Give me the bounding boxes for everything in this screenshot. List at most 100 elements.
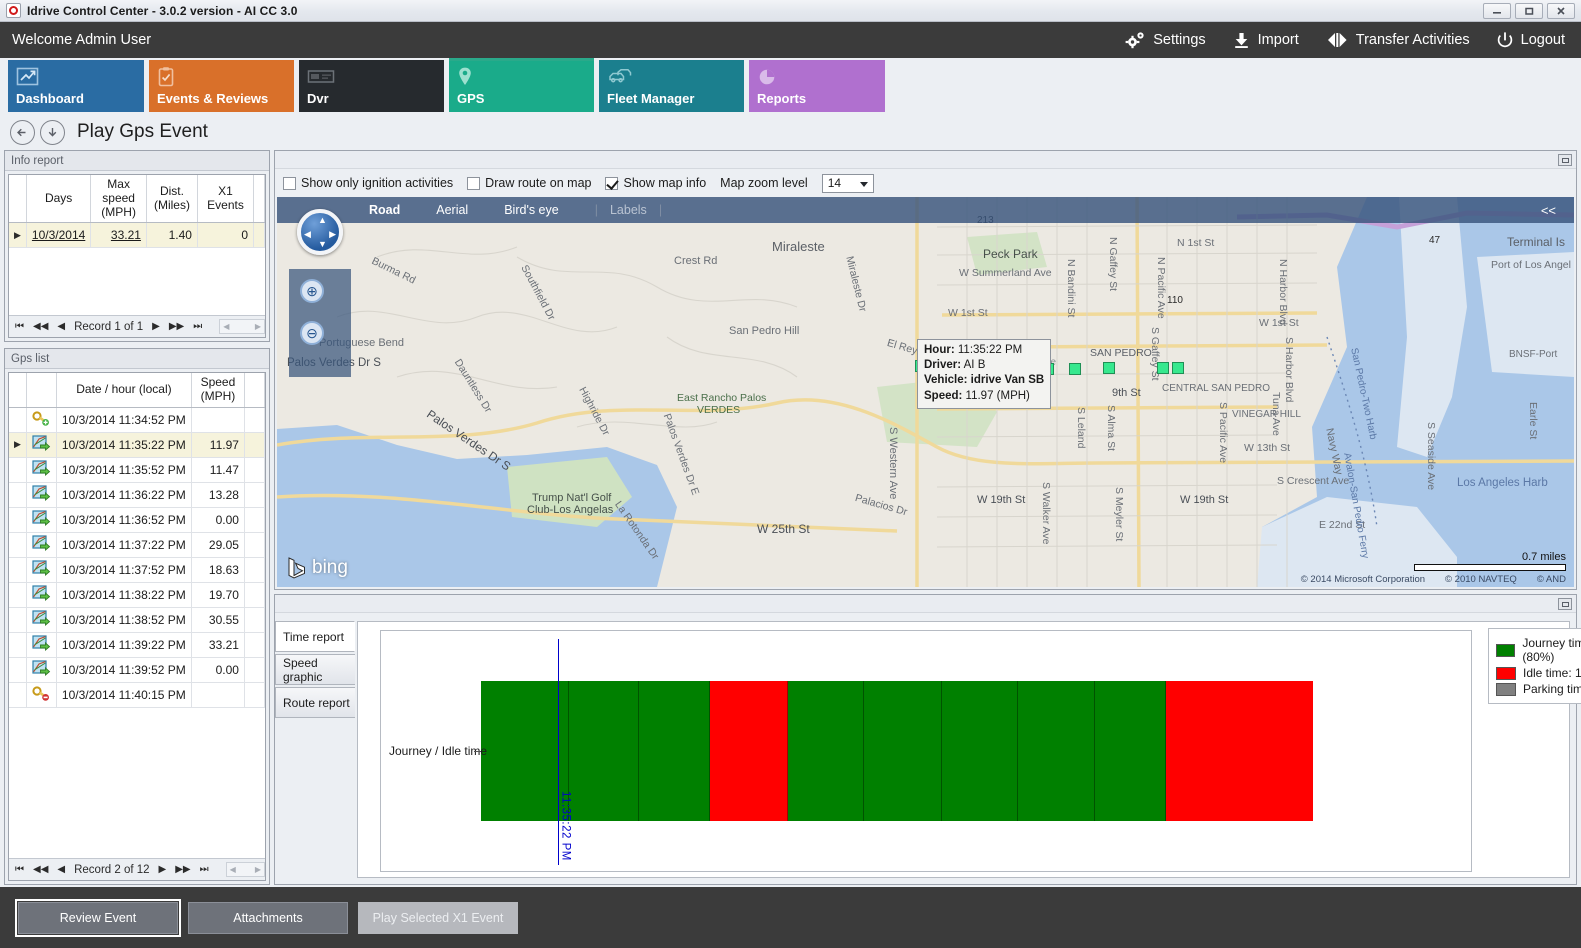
table-row[interactable]: ▶ 10/3/2014 33.21 1.40 0 [9, 222, 265, 249]
info-report-col-x1-events[interactable]: X1 Events [197, 175, 255, 224]
table-row[interactable]: 10/3/2014 11:39:52 PM 0.00 [9, 657, 265, 683]
nav-tab-gps[interactable]: GPS [449, 58, 594, 112]
info-report-hscrollbar[interactable]: ◀ ▶ [219, 319, 265, 334]
attachments-button[interactable]: Attachments [188, 901, 348, 934]
show-only-ignition-checkbox[interactable]: Show only ignition activities [283, 176, 453, 190]
info-report-col-days[interactable]: Days [26, 175, 92, 224]
next-page-button[interactable]: ▶▶ [168, 321, 185, 332]
info-report-col-dist[interactable]: Dist. (Miles) [146, 175, 198, 224]
map-attribution-navteq: © 2010 NAVTEQ [1445, 574, 1517, 585]
chart-panel-collapse-button[interactable] [1558, 598, 1572, 610]
gps-point-icon [26, 507, 57, 533]
table-row[interactable]: 10/3/2014 11:37:22 PM 29.05 [9, 532, 265, 558]
table-row[interactable]: 10/3/2014 11:38:52 PM 30.55 [9, 607, 265, 633]
legend-item-idle: Idle time: 1 min (20%) [1496, 666, 1581, 680]
gps-list-col-speed[interactable]: Speed (MPH) [191, 373, 245, 408]
nav-tab-events-reviews[interactable]: Events & Reviews [149, 60, 294, 112]
table-row[interactable]: 10/3/2014 11:36:22 PM 13.28 [9, 482, 265, 508]
play-selected-x1-event-button[interactable]: Play Selected X1 Event [358, 901, 518, 934]
table-row[interactable]: 10/3/2014 11:37:52 PM 18.63 [9, 557, 265, 583]
map-marker-point[interactable] [1103, 362, 1115, 374]
gps-row-marker: ▶ [9, 432, 27, 458]
pan-right-icon[interactable]: ▶ [329, 229, 336, 239]
settings-menu-item[interactable]: Settings [1124, 31, 1206, 49]
table-row[interactable]: 10/3/2014 11:38:22 PM 19.70 [9, 582, 265, 608]
info-report-pager: ⏮ ◀◀ ◀ Record 1 of 1 ▶ ▶▶ ⏭ ◀ ▶ [9, 315, 265, 337]
first-record-button[interactable]: ⏮ [15, 321, 24, 332]
tab-time-report[interactable]: Time report [275, 621, 355, 652]
next-record-button[interactable]: ▶ [152, 321, 160, 332]
gps-next-record-button[interactable]: ▶ [158, 864, 167, 875]
map-mode-road[interactable]: Road [369, 203, 401, 217]
arrow-left-circle-icon[interactable] [10, 119, 35, 145]
draw-route-checkbox[interactable]: Draw route on map [467, 176, 591, 190]
map-bar-collapse-button[interactable]: << [1540, 202, 1556, 218]
map-marker-point[interactable] [1172, 362, 1184, 374]
table-row[interactable]: 10/3/2014 11:40:15 PM [9, 682, 265, 708]
info-report-cell-days[interactable]: 10/3/2014 [26, 222, 92, 249]
zoom-out-icon[interactable]: ⊖ [300, 321, 324, 345]
map-panel-collapse-button[interactable] [1558, 154, 1572, 166]
gps-row-datetime: 10/3/2014 11:34:52 PM [56, 407, 192, 433]
close-button[interactable] [1547, 2, 1575, 19]
arrow-down-circle-icon[interactable] [40, 119, 65, 145]
map-mode-aerial[interactable]: Aerial [436, 203, 469, 217]
last-record-button[interactable]: ⏭ [193, 321, 203, 332]
gps-first-record-button[interactable]: ⏮ [15, 864, 24, 875]
pan-left-icon[interactable]: ◀ [304, 229, 311, 239]
dvr-icon [307, 65, 436, 89]
table-row[interactable]: 10/3/2014 11:34:52 PM [9, 407, 265, 433]
info-report-cell-max-speed[interactable]: 33.21 [90, 222, 147, 249]
import-menu-item[interactable]: Import [1232, 31, 1299, 49]
gps-list-hscrollbar[interactable]: ◀ ▶ [225, 862, 265, 877]
gps-prev-record-button[interactable]: ◀ [57, 864, 66, 875]
pan-up-icon[interactable]: ▲ [318, 215, 327, 225]
chart-plot-area[interactable]: 11:35:22 PM Journey / Idle time [380, 630, 1472, 872]
zoom-in-icon[interactable]: ⊕ [300, 279, 324, 303]
info-report-col-max-speed[interactable]: Max speed (MPH) [90, 175, 147, 224]
prev-page-button[interactable]: ◀◀ [33, 321, 49, 332]
gps-point-icon [26, 432, 57, 458]
map-marker-point[interactable] [1069, 363, 1081, 375]
map-zoom-level-select[interactable]: 14 [821, 173, 874, 193]
show-map-info-checkbox[interactable]: Show map info [605, 176, 706, 190]
maximize-button[interactable] [1515, 2, 1543, 19]
pan-down-icon[interactable]: ▼ [318, 239, 327, 249]
map-canvas[interactable]: Miraleste Peck Park Crest Rd W Summerland A… [277, 197, 1574, 587]
chart-up-icon [16, 65, 136, 89]
info-report-panel-title: Info report [5, 151, 269, 171]
map-place-label: N 1st St [1177, 237, 1215, 249]
idrive-logo-icon [6, 3, 21, 18]
tab-route-report[interactable]: Route report [275, 687, 355, 718]
gps-prev-page-button[interactable]: ◀◀ [33, 864, 49, 875]
transfer-activities-menu-item[interactable]: Transfer Activities [1325, 31, 1470, 49]
info-report-grid[interactable]: Days Max speed (MPH) Dist. (Miles) X1 Ev… [8, 174, 266, 338]
gps-list-grid[interactable]: Date / hour (local) Speed (MPH) 10/3/201… [8, 372, 266, 881]
info-report-header-row: Days Max speed (MPH) Dist. (Miles) X1 Ev… [9, 175, 265, 224]
nav-tab-dvr[interactable]: Dvr [299, 60, 444, 112]
map-pan-control[interactable]: ▲ ▼ ◀ ▶ [297, 209, 343, 255]
gps-row-filler [244, 482, 265, 508]
map-mode-birds-eye[interactable]: Bird's eye [504, 203, 559, 217]
gps-row-datetime: 10/3/2014 11:35:22 PM [56, 432, 192, 458]
key-remove-icon [26, 682, 57, 708]
map-place-label: W 19th St [1180, 494, 1229, 506]
gps-next-page-button[interactable]: ▶▶ [175, 864, 191, 875]
gps-list-col-datetime[interactable]: Date / hour (local) [56, 373, 192, 408]
nav-tab-dashboard[interactable]: Dashboard [8, 60, 144, 112]
logout-menu-item[interactable]: Logout [1496, 31, 1565, 49]
prev-record-button[interactable]: ◀ [57, 321, 66, 332]
table-row[interactable]: 10/3/2014 11:36:52 PM 0.00 [9, 507, 265, 533]
info-report-col-marker [9, 175, 27, 224]
table-row[interactable]: 10/3/2014 11:35:52 PM 11.47 [9, 457, 265, 483]
map-labels-toggle[interactable]: Labels [609, 203, 647, 217]
map-marker-point[interactable] [1157, 362, 1169, 374]
gps-last-record-button[interactable]: ⏭ [199, 864, 209, 875]
minimize-button[interactable] [1483, 2, 1511, 19]
nav-tab-fleet-manager[interactable]: Fleet Manager [599, 60, 744, 112]
nav-tab-reports[interactable]: Reports [749, 60, 885, 112]
review-event-button[interactable]: Review Event [15, 898, 181, 937]
table-row[interactable]: 10/3/2014 11:39:22 PM 33.21 [9, 632, 265, 658]
tab-speed-graphic[interactable]: Speed graphic [275, 654, 355, 685]
table-row[interactable]: ▶ 10/3/2014 11:35:22 PM 11.97 [9, 432, 265, 458]
